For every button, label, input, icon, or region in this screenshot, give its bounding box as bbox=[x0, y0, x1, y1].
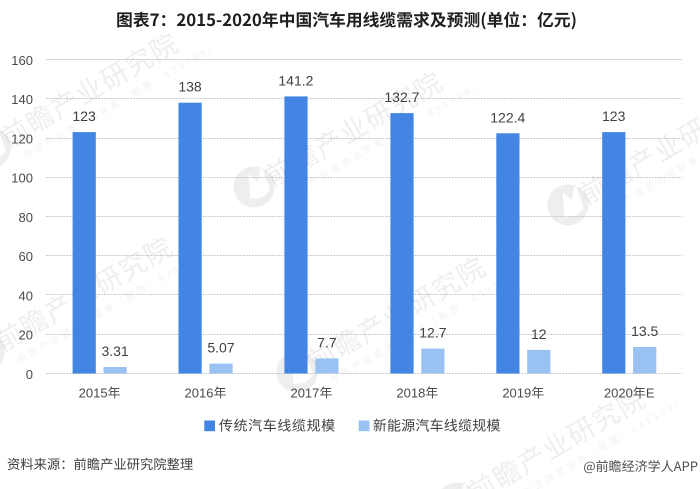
svg-text:12.7: 12.7 bbox=[419, 325, 446, 341]
svg-text:60: 60 bbox=[19, 249, 33, 264]
svg-text:141.2: 141.2 bbox=[278, 72, 313, 88]
svg-text:138: 138 bbox=[178, 79, 202, 95]
svg-text:2015: 2015 bbox=[79, 385, 108, 400]
svg-text:20: 20 bbox=[19, 328, 33, 343]
svg-text:13.5: 13.5 bbox=[631, 323, 658, 339]
svg-text:123: 123 bbox=[602, 108, 626, 124]
svg-text:2018: 2018 bbox=[396, 385, 425, 400]
svg-text:3.31: 3.31 bbox=[101, 343, 128, 359]
svg-text:12: 12 bbox=[531, 326, 547, 342]
svg-text:2020: 2020 bbox=[604, 385, 633, 400]
svg-text:132.7: 132.7 bbox=[384, 89, 419, 105]
svg-text:123: 123 bbox=[72, 108, 96, 124]
svg-text:100: 100 bbox=[11, 171, 33, 186]
svg-text:2016: 2016 bbox=[185, 385, 214, 400]
svg-text:40: 40 bbox=[19, 288, 33, 303]
svg-text:120: 120 bbox=[11, 131, 33, 146]
svg-text:0: 0 bbox=[26, 367, 33, 382]
svg-text:2019: 2019 bbox=[502, 385, 531, 400]
svg-text:7.7: 7.7 bbox=[317, 334, 337, 350]
svg-text:2017: 2017 bbox=[290, 385, 319, 400]
svg-text:140: 140 bbox=[11, 92, 33, 107]
svg-text:5.07: 5.07 bbox=[207, 340, 234, 356]
svg-text:122.4: 122.4 bbox=[490, 109, 525, 125]
svg-text:160: 160 bbox=[11, 53, 33, 68]
svg-text:80: 80 bbox=[19, 210, 33, 225]
svg-text:E: E bbox=[646, 385, 655, 400]
